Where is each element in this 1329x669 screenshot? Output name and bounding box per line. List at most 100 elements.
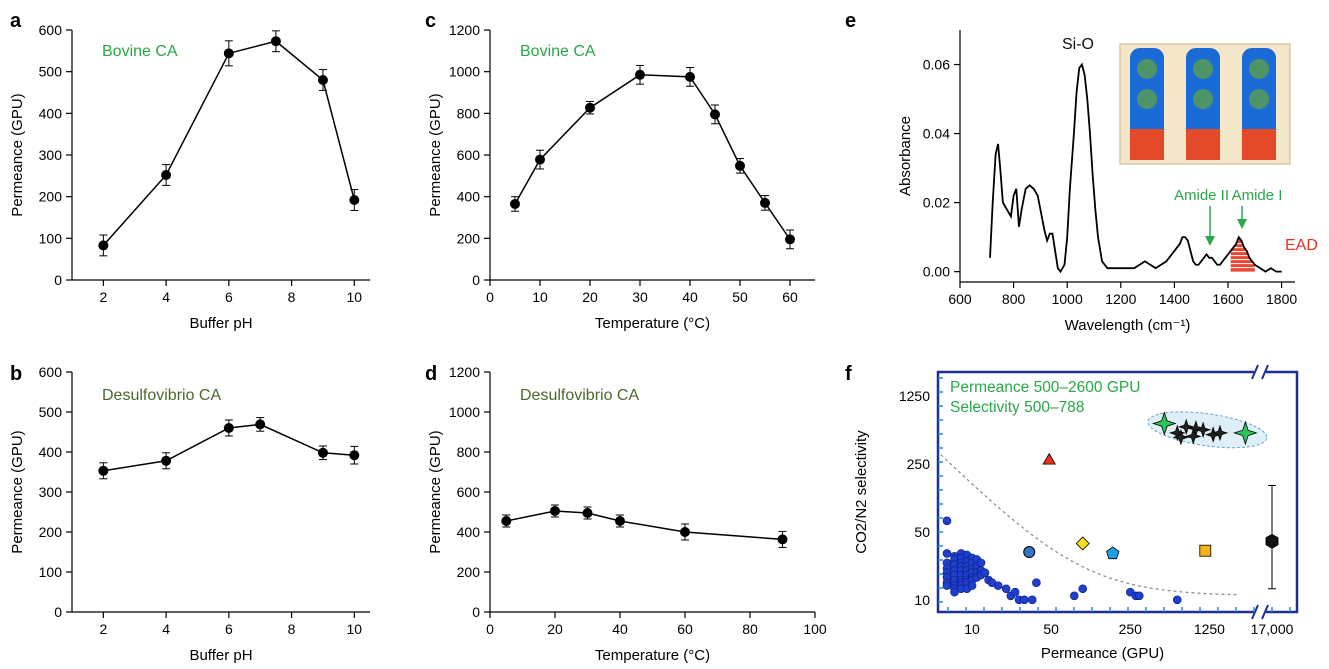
- x-tick-label: 100: [803, 621, 827, 637]
- y-tick-label: 1000: [449, 64, 480, 80]
- x-tick-label: 2: [99, 621, 107, 637]
- data-point: [680, 527, 690, 537]
- x-tick-label: 40: [682, 289, 698, 305]
- star-marker-point: [1177, 418, 1195, 436]
- diamond-marker-point: [1075, 536, 1090, 551]
- x-tick-label: 1800: [1266, 291, 1297, 307]
- x-tick-label: 10: [964, 621, 980, 637]
- literature-point: [1020, 595, 1029, 605]
- series-line: [103, 423, 355, 472]
- x-tick-label: 20: [582, 289, 598, 305]
- x-tick-label: 800: [1002, 291, 1026, 307]
- amide-i-arrowhead: [1237, 219, 1247, 229]
- x-tick-label: 4: [162, 289, 170, 305]
- panel-f-box-line2: Selectivity 500–788: [950, 399, 1084, 416]
- panel-letter-a: a: [10, 10, 22, 32]
- x-axis-label: Permeance (GPU): [1041, 645, 1164, 662]
- data-point: [161, 455, 172, 466]
- literature-point: [976, 558, 986, 568]
- peak-label: Si-O: [1062, 36, 1094, 53]
- plot-frame: [936, 370, 1299, 614]
- literature-point: [1027, 595, 1037, 605]
- y-tick-label: 100: [39, 230, 63, 246]
- amide-i-label: Amide I: [1232, 187, 1283, 204]
- triangle-marker-point: [1042, 452, 1056, 465]
- amide-ii-label: Amide II: [1174, 187, 1229, 204]
- square-marker-point: [1199, 544, 1212, 557]
- y-axis-label: Permeance (GPU): [9, 93, 26, 216]
- data-point: [98, 240, 109, 251]
- y-tick-label: 200: [39, 189, 63, 205]
- data-point: [685, 71, 695, 82]
- y-tick-label: 800: [457, 444, 481, 460]
- star-marker-point: [1194, 421, 1212, 439]
- y-axis-label: CO2/N2 selectivity: [853, 430, 870, 554]
- panel-letter-d: d: [425, 363, 437, 385]
- y-axis-label: Absorbance: [897, 116, 914, 196]
- axis-break-gap: [1254, 368, 1266, 376]
- x-tick-label: 60: [677, 621, 693, 637]
- x-axis-label: Temperature (°C): [595, 647, 710, 664]
- x-tick-label: 1600: [1212, 291, 1243, 307]
- data-point: [349, 195, 360, 205]
- y-tick-label: 1200: [449, 22, 480, 38]
- series-line: [514, 74, 791, 240]
- data-point: [98, 465, 109, 476]
- y-tick-label: 300: [39, 484, 63, 500]
- data-point: [635, 69, 645, 80]
- membrane-inset-image: [1119, 43, 1291, 165]
- data-point: [777, 534, 788, 545]
- y-tick-label: 800: [457, 105, 481, 121]
- x-axis-label: Temperature (°C): [595, 315, 710, 332]
- x-tick-label: 0: [486, 621, 494, 637]
- data-point: [270, 36, 281, 47]
- x-tick-label: 1000: [1052, 291, 1083, 307]
- y-axis-label: Permeance (GPU): [9, 430, 26, 553]
- axis-break-mark: [1251, 604, 1259, 620]
- x-axis-label: Wavelength (cm⁻¹): [1065, 317, 1191, 334]
- literature-point: [993, 581, 1003, 590]
- literature-point: [1069, 591, 1079, 601]
- chart-panel-c: 0 10 20 30 40 50 60020040060080010001200Temper…: [427, 22, 815, 332]
- axis-break-gap: [1254, 608, 1266, 616]
- x-tick-label: 6: [225, 621, 233, 637]
- trade-off-guide-curve: [940, 454, 1238, 596]
- axis-break-mark: [1261, 364, 1269, 380]
- x-tick-label: 40: [612, 621, 628, 637]
- y-tick-label: 0: [472, 272, 480, 288]
- panel-a-label: Bovine CA: [102, 43, 178, 60]
- y-tick-label: 0: [472, 604, 480, 620]
- panel-letter-e: e: [845, 10, 856, 32]
- data-point: [317, 447, 328, 458]
- y-tick-label: 200: [457, 564, 481, 580]
- data-point: [615, 516, 625, 526]
- x-tick-label: 1200: [1105, 291, 1136, 307]
- panel-d-label: Desulfovibrio CA: [520, 387, 639, 404]
- panel-letter-b: b: [10, 363, 22, 385]
- literature-point: [1001, 584, 1011, 594]
- literature-point: [942, 581, 952, 590]
- literature-point: [1134, 591, 1144, 601]
- literature-point: [967, 581, 977, 590]
- x-tick-label: 10: [347, 289, 363, 305]
- y-tick-label: 200: [39, 524, 63, 540]
- data-point: [785, 234, 795, 245]
- hexagon-marker-point: [1265, 533, 1279, 549]
- circle-marker-point: [1023, 546, 1036, 559]
- y-tick-label: 400: [457, 189, 481, 205]
- x-tick-label: 30: [632, 289, 648, 305]
- star-marker-point: [1172, 428, 1190, 446]
- data-point: [735, 160, 745, 171]
- chart-panel-d: 0 20 40 60 80 100020040060080010001200Tempera…: [427, 364, 827, 664]
- axis-break-mark: [1261, 604, 1269, 620]
- panel-f-box-line1: Permeance 500–2600 GPU: [950, 379, 1140, 396]
- data-point: [510, 198, 520, 209]
- star-marker-point: [1152, 411, 1177, 436]
- chart-panel-e: 600 800 1000 1200 1400 1600 1800 0.00 0.02 0.04 0.…: [897, 30, 1297, 334]
- y-tick-label: 600: [457, 147, 481, 163]
- data-point: [760, 197, 770, 208]
